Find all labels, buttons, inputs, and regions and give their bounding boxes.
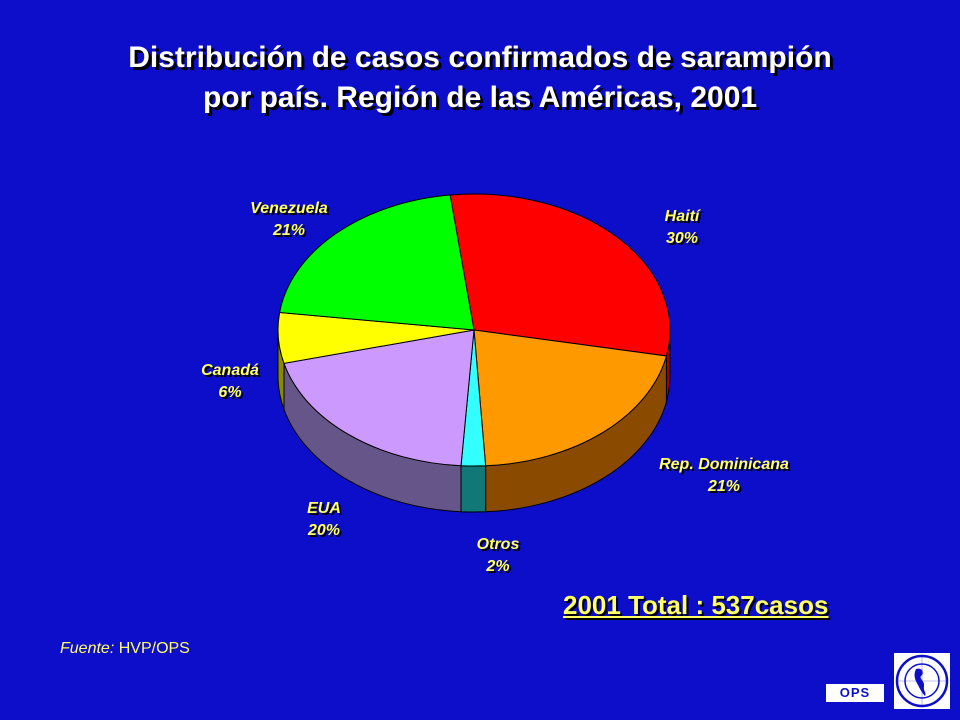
slice-label-venezuela: Venezuela 21% bbox=[250, 198, 328, 242]
pie-slice-eua bbox=[283, 329, 475, 467]
slice-label-otros: Otros 2% bbox=[477, 534, 520, 578]
slice-value-hait-: 30% bbox=[665, 230, 699, 247]
slice-label-eua: EUA 20% bbox=[307, 498, 341, 542]
chart-title: Distribución de casos confirmados de sar… bbox=[0, 38, 960, 118]
source-note: Fuente: HVP/OPS bbox=[60, 640, 190, 658]
slice-name-venezuela: Venezuela bbox=[250, 200, 328, 217]
slice-value-canad-: 6% bbox=[218, 384, 242, 401]
title-line-1: Distribución de casos confirmados de sar… bbox=[128, 41, 832, 74]
pie-top-faces bbox=[277, 193, 671, 467]
slice-value-rep-dominicana: 21% bbox=[707, 478, 741, 495]
pie-slice-venezuela bbox=[279, 194, 475, 331]
slice-name-rep-dominicana: Rep. Dominicana bbox=[659, 456, 789, 473]
total-cases: 2001 Total : 537casos bbox=[563, 590, 829, 620]
slice-value-otros: 2% bbox=[486, 558, 510, 575]
title-line-2: por país. Región de las Américas, 2001 bbox=[202, 81, 758, 114]
paho-emblem-icon bbox=[894, 653, 950, 709]
slice-value-eua: 20% bbox=[307, 522, 341, 539]
slice-label-rep-dominicana: Rep. Dominicana 21% bbox=[659, 454, 789, 498]
pie-slice-rep-dominicana bbox=[473, 329, 668, 467]
slice-label-hait-: Haití 30% bbox=[665, 206, 700, 250]
source-value: HVP/OPS bbox=[118, 640, 190, 657]
slice-name-otros: Otros bbox=[476, 536, 520, 553]
ops-badge: OPS bbox=[826, 684, 884, 702]
slice-name-canad-: Canadá bbox=[201, 362, 259, 379]
source-label: Fuente: bbox=[60, 640, 115, 657]
pie-side-otros bbox=[460, 465, 487, 513]
slice-name-eua: EUA bbox=[307, 500, 341, 517]
slice-name-hait-: Haití bbox=[664, 208, 700, 225]
slice-label-canad-: Canadá 6% bbox=[201, 360, 259, 404]
pie-slice-hait- bbox=[449, 193, 671, 357]
slice-value-venezuela: 21% bbox=[272, 222, 306, 239]
